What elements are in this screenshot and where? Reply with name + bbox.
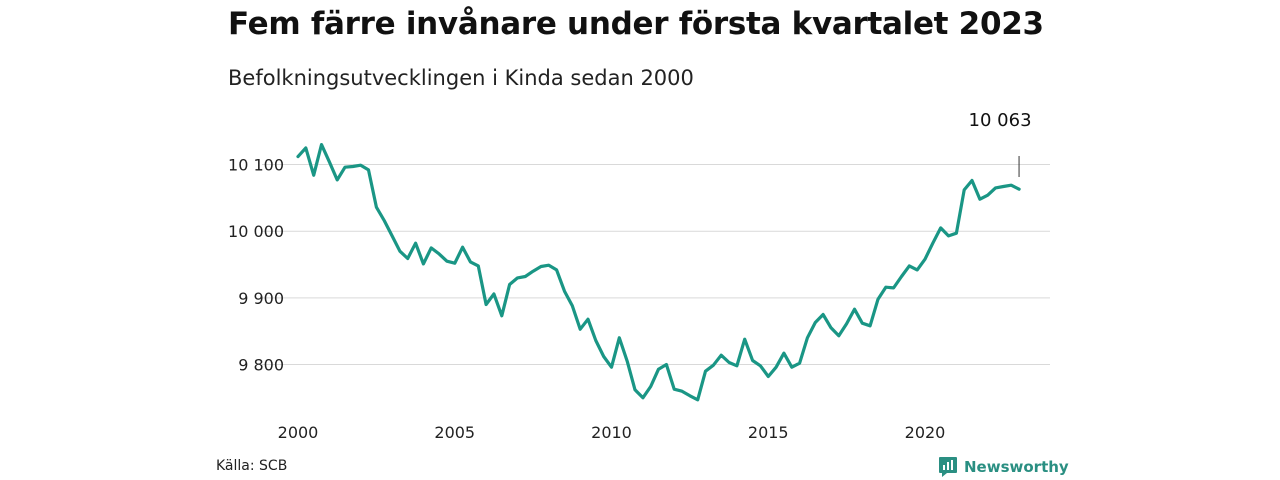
chart-subtitle: Befolkningsutvecklingen i Kinda sedan 20… xyxy=(228,66,694,90)
y-tick-label: 9 900 xyxy=(238,289,284,308)
bar-chart-logo-icon xyxy=(939,457,957,477)
brand-logo[interactable]: Newsworthy xyxy=(938,456,1069,478)
y-tick-label: 10 000 xyxy=(228,222,284,241)
y-tick-label: 10 100 xyxy=(228,156,284,175)
y-tick-label: 9 800 xyxy=(238,356,284,375)
source-note: Källa: SCB xyxy=(216,458,288,474)
x-tick-label: 2015 xyxy=(748,423,789,442)
series-line xyxy=(296,143,1021,402)
x-tick-label: 2010 xyxy=(591,423,632,442)
last-value-label: 10 063 xyxy=(969,110,1032,131)
x-tick-label: 2000 xyxy=(278,423,319,442)
chart-title: Fem färre invånare under första kvartale… xyxy=(228,6,1044,42)
brand-name: Newsworthy xyxy=(964,458,1069,476)
x-tick-label: 2005 xyxy=(434,423,475,442)
x-tick-label: 2020 xyxy=(905,423,946,442)
